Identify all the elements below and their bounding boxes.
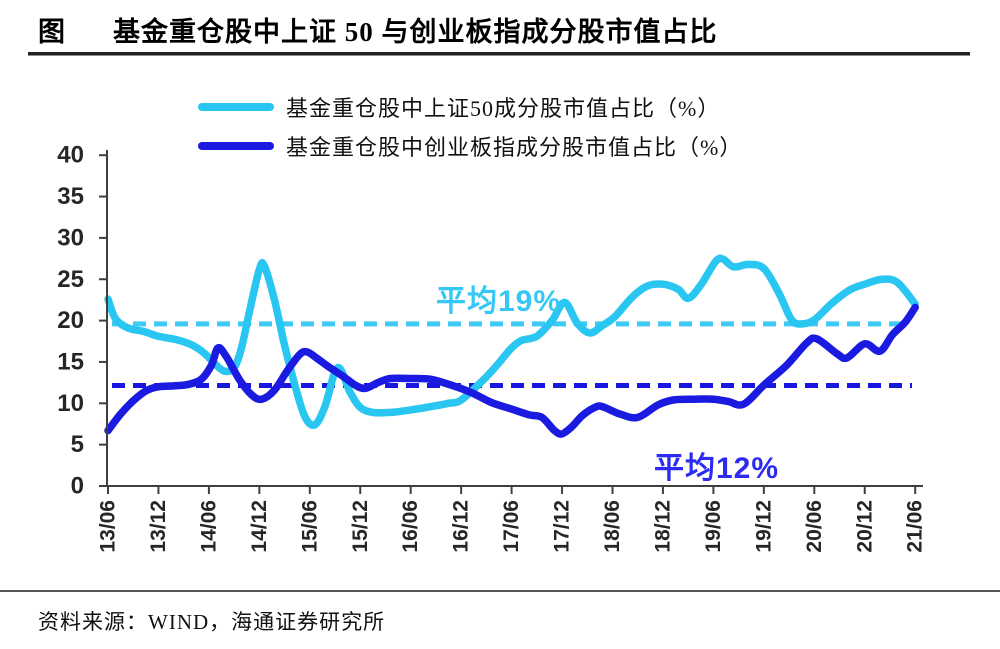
x-tick-label: 15/06 bbox=[298, 500, 321, 553]
x-tick-label: 21/06 bbox=[904, 500, 927, 553]
y-tick-label: 15 bbox=[57, 348, 84, 375]
x-tick-label: 15/12 bbox=[349, 500, 372, 553]
y-tick-label: 35 bbox=[57, 183, 84, 210]
footer-divider bbox=[0, 590, 1000, 592]
y-tick-label: 25 bbox=[57, 266, 84, 293]
average-12-label: 平均12% bbox=[654, 452, 780, 485]
x-tick-label: 18/12 bbox=[651, 500, 674, 553]
x-tick-label: 14/06 bbox=[197, 500, 220, 553]
x-tick-label: 18/06 bbox=[601, 500, 624, 553]
x-tick-label: 19/12 bbox=[752, 500, 775, 553]
x-tick-label: 13/12 bbox=[147, 500, 170, 553]
x-tick-label: 17/06 bbox=[500, 500, 523, 553]
legend-label-sse50: 基金重仓股中上证50成分股市值占比（%） bbox=[286, 95, 721, 121]
chart-legend: 基金重仓股中上证50成分股市值占比（%） 基金重仓股中创业板指成分股市值占比（%… bbox=[198, 87, 742, 165]
x-tick-label: 16/12 bbox=[450, 500, 473, 553]
legend-swatch-chinext bbox=[198, 141, 274, 150]
x-tick-label: 19/06 bbox=[702, 500, 725, 553]
y-tick-label: 5 bbox=[71, 431, 84, 458]
x-tick-label: 17/12 bbox=[551, 500, 574, 553]
page-title: 基金重仓股中上证 50 与创业板指成分股市值占比 bbox=[113, 17, 718, 47]
figure-title-row: 图 基金重仓股中上证 50 与创业板指成分股市值占比 bbox=[38, 10, 970, 49]
source-note: 资料来源：WIND，海通证券研究所 bbox=[38, 610, 386, 634]
y-tick-label: 0 bbox=[71, 473, 84, 500]
series-line-chinext bbox=[104, 303, 919, 438]
legend-swatch-sse50 bbox=[198, 102, 274, 111]
legend-item-chinext: 基金重仓股中创业板指成分股市值占比（%） bbox=[198, 126, 742, 165]
x-tick-label: 20/06 bbox=[803, 500, 826, 553]
y-tick-label: 20 bbox=[57, 307, 84, 334]
x-tick-label: 16/06 bbox=[399, 500, 422, 553]
average-19-label: 平均19% bbox=[436, 285, 562, 318]
x-tick-label: 14/12 bbox=[248, 500, 271, 553]
x-tick-label: 20/12 bbox=[853, 500, 876, 553]
legend-label-chinext: 基金重仓股中创业板指成分股市值占比（%） bbox=[286, 134, 743, 160]
figure-tag: 图 bbox=[38, 17, 65, 47]
title-divider bbox=[28, 52, 970, 56]
y-tick-label: 30 bbox=[57, 224, 84, 251]
y-tick-label: 10 bbox=[57, 390, 84, 417]
legend-item-sse50: 基金重仓股中上证50成分股市值占比（%） bbox=[198, 87, 742, 126]
y-tick-label: 40 bbox=[57, 142, 84, 169]
x-tick-label: 13/06 bbox=[97, 500, 120, 553]
